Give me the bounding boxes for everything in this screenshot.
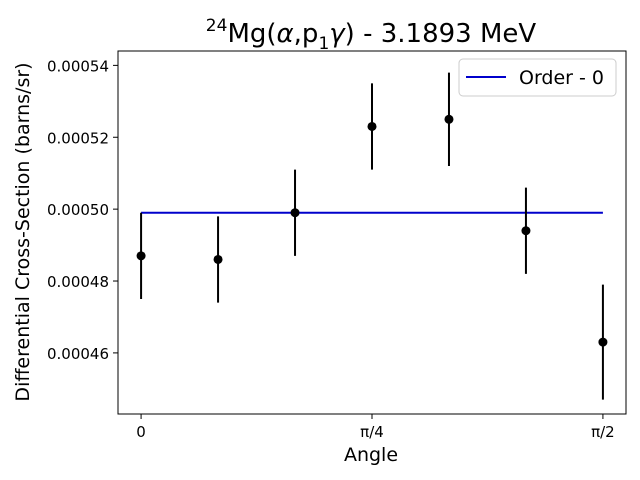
data-point <box>444 114 454 124</box>
title-subscript: 1 <box>318 34 329 54</box>
data-point <box>290 208 300 218</box>
legend: Order - 0 <box>458 58 617 97</box>
y-tick-label: 0.00052 <box>47 129 109 147</box>
y-axis-label: Differential Cross-Section (barns/sr) <box>12 62 34 401</box>
y-axis-ticks: 0.00046 0.00048 0.00050 0.00052 0.00054 <box>47 57 118 363</box>
x-tick-label: π/2 <box>591 423 615 441</box>
legend-box <box>458 58 617 97</box>
x-axis-label: Angle <box>344 444 398 466</box>
y-tick-label: 0.00050 <box>47 201 109 219</box>
title-mid: ,p <box>294 19 319 49</box>
data-point <box>598 337 608 347</box>
title-superscript: 24 <box>206 16 228 36</box>
data-point <box>213 254 223 264</box>
data-point <box>136 251 146 261</box>
x-tick-label: π/4 <box>360 423 384 441</box>
y-tick-label: 0.00046 <box>47 345 109 363</box>
y-tick-label: 0.00048 <box>47 273 109 291</box>
title-pre: Mg( <box>227 19 276 49</box>
y-tick-label: 0.00054 <box>47 57 109 75</box>
title-alpha: α <box>277 19 294 49</box>
x-axis-ticks: 0 π/4 π/2 <box>136 414 615 441</box>
title-gamma: γ <box>329 19 346 49</box>
data-point <box>521 226 531 236</box>
chart-title: 24Mg(α,p1γ) - 3.1893 MeV <box>206 16 537 54</box>
title-post: ) - 3.1893 MeV <box>345 19 537 49</box>
x-tick-label: 0 <box>136 423 146 441</box>
legend-fit-label: Order - 0 <box>519 67 604 89</box>
data-points <box>136 72 608 400</box>
data-point <box>367 121 377 131</box>
